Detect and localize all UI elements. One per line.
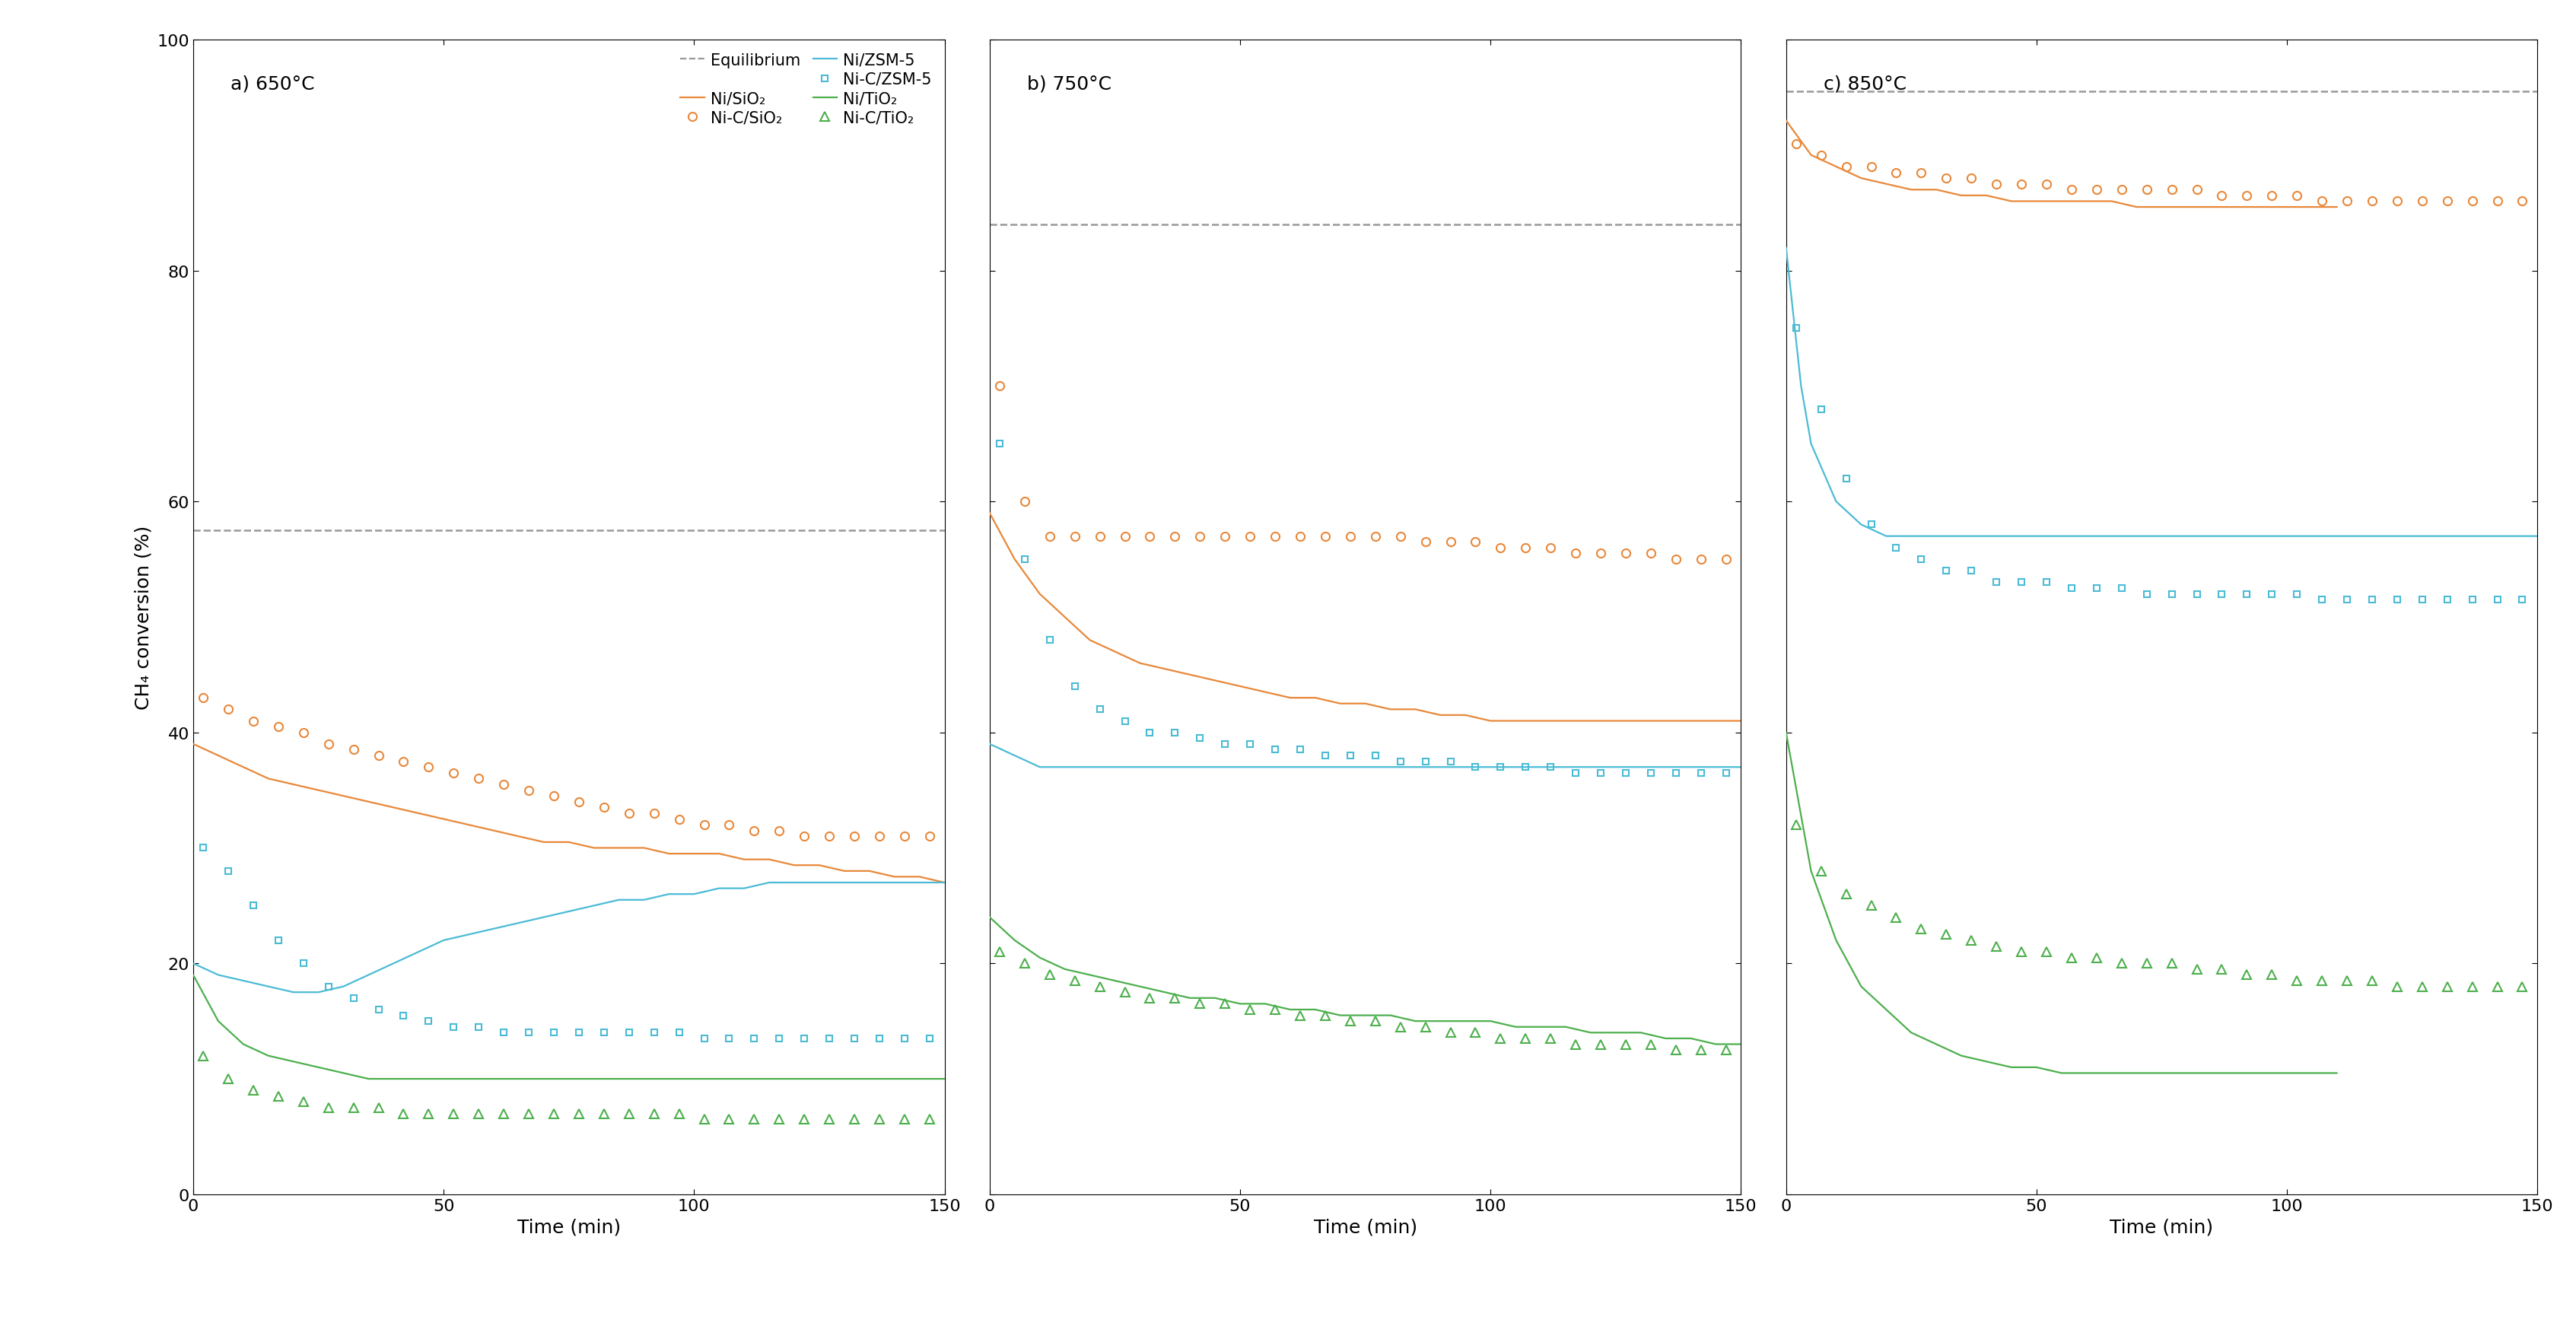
Text: a) 650°C: a) 650°C (232, 75, 314, 93)
Text: b) 750°C: b) 750°C (1028, 75, 1113, 93)
Text: c) 850°C: c) 850°C (1824, 75, 1906, 93)
X-axis label: Time (min): Time (min) (2110, 1217, 2213, 1236)
X-axis label: Time (min): Time (min) (1314, 1217, 1417, 1236)
X-axis label: Time (min): Time (min) (518, 1217, 621, 1236)
Legend: Equilibrium, , Ni/SiO₂, Ni-C/SiO₂, Ni/ZSM-5, Ni-C/ZSM-5, Ni/TiO₂, Ni-C/TiO₂: Equilibrium, , Ni/SiO₂, Ni-C/SiO₂, Ni/ZS… (675, 48, 938, 130)
Y-axis label: CH₄ conversion (%): CH₄ conversion (%) (134, 525, 152, 710)
